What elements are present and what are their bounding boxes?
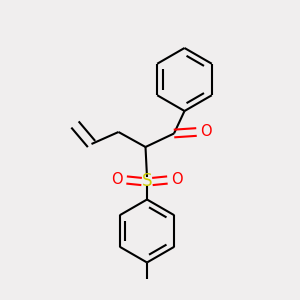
Text: O: O (200, 124, 212, 139)
Text: O: O (111, 172, 123, 188)
Text: S: S (142, 172, 152, 190)
Text: O: O (171, 172, 183, 188)
